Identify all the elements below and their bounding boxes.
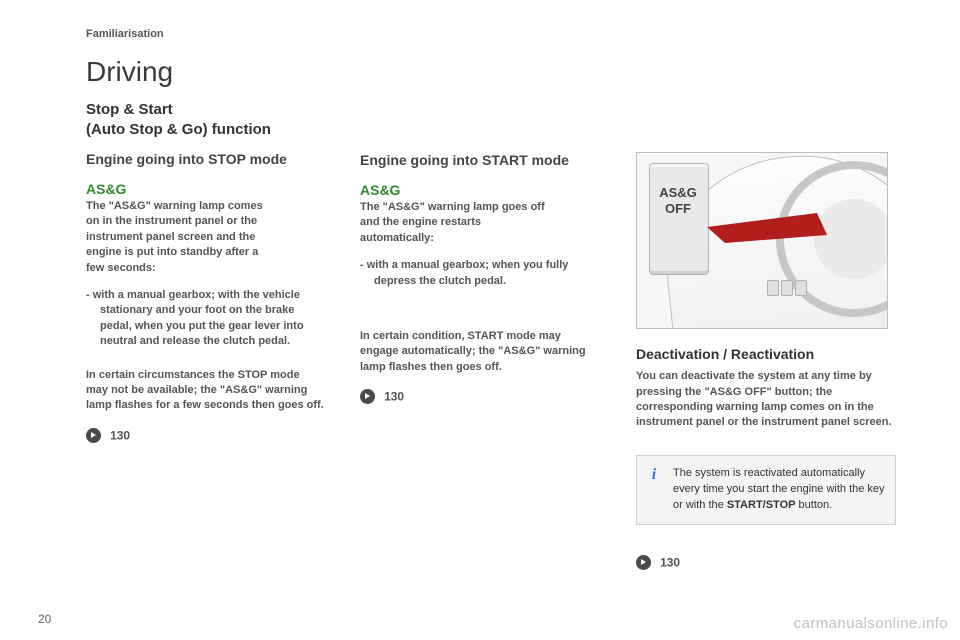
column-stop-mode: Stop & Start (Auto Stop & Go) function E… xyxy=(86,100,324,443)
forward-ref-icon xyxy=(86,428,101,443)
breadcrumb: Familiarisation xyxy=(86,28,164,40)
info-text-suffix: button. xyxy=(795,499,832,511)
asg-label-l2: OFF xyxy=(665,201,691,216)
page-title: Driving xyxy=(86,56,173,88)
start-mode-lead-text: The "AS&G" warning lamp goes off and the… xyxy=(360,200,546,246)
section-title-line2: (Auto Stop & Go) function xyxy=(86,121,271,138)
section-title-deactivation: Deactivation / Reactivation xyxy=(636,345,896,363)
asg-off-button-shape xyxy=(649,163,709,275)
page-ref-deact: 130 xyxy=(636,555,896,570)
asg-off-button-label: AS&G OFF xyxy=(651,185,705,216)
asg-label-l1: AS&G xyxy=(659,185,697,200)
info-text: The system is reactivated automatically … xyxy=(673,466,885,514)
pointer-arrow-icon xyxy=(707,213,837,253)
page-ref-number: 130 xyxy=(110,428,130,442)
start-mode-bullet: - with a manual gearbox; when you fully … xyxy=(360,258,598,289)
info-text-bold: START/STOP xyxy=(727,499,796,511)
forward-ref-icon xyxy=(360,389,375,404)
page-ref-start: 130 xyxy=(360,389,598,404)
asg-off-illustration: AS&G OFF xyxy=(636,152,888,329)
panel-buttons-shape xyxy=(767,280,817,298)
sub-title-stop-mode: Engine going into STOP mode xyxy=(86,151,324,167)
stop-mode-lead-text: The "AS&G" warning lamp comes on in the … xyxy=(86,199,272,276)
start-mode-note: In certain condition, START mode may eng… xyxy=(360,329,598,375)
sub-title-start-mode: Engine going into START mode xyxy=(360,152,598,168)
asg-indicator-icon: AS&G xyxy=(86,181,134,197)
page-ref-number: 130 xyxy=(384,390,404,404)
page-ref-number: 130 xyxy=(660,555,680,569)
section-title-line1: Stop & Start xyxy=(86,101,173,118)
deactivation-text: You can deactivate the system at any tim… xyxy=(636,369,896,431)
section-title-stop-start: Stop & Start (Auto Stop & Go) function xyxy=(86,100,324,139)
forward-ref-icon xyxy=(636,555,651,570)
page-number: 20 xyxy=(38,612,51,626)
info-box: i The system is reactivated automaticall… xyxy=(636,455,896,525)
stop-mode-bullet: - with a manual gearbox; with the vehicl… xyxy=(86,288,324,350)
watermark: carmanualsonline.info xyxy=(794,615,948,632)
info-icon: i xyxy=(645,466,663,484)
stop-mode-note: In certain circumstances the STOP mode m… xyxy=(86,368,324,414)
asg-indicator-icon: AS&G xyxy=(360,182,408,198)
page-ref-stop: 130 xyxy=(86,428,324,443)
column-deactivation: AS&G OFF Deactivation / Reactivation You… xyxy=(636,152,896,570)
column-start-mode: Engine going into START mode AS&G The "A… xyxy=(360,152,598,404)
